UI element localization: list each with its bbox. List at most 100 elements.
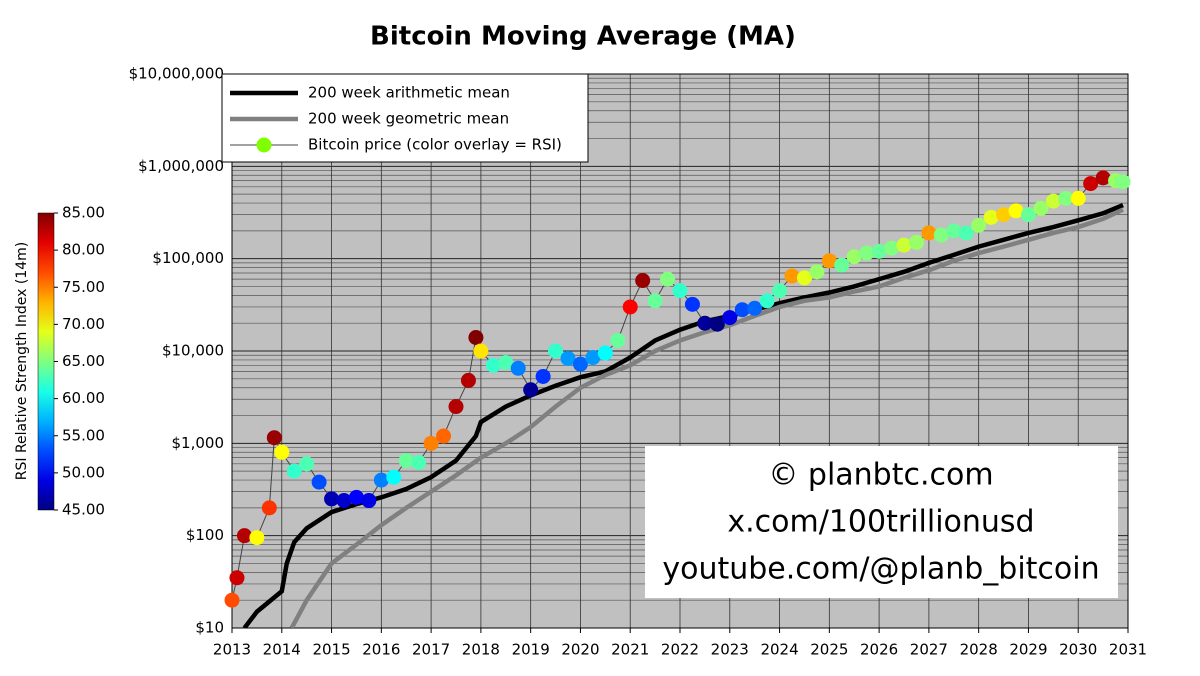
price-point <box>809 264 825 280</box>
colorbar <box>37 212 55 511</box>
colorbar-tick-label: 55.00 <box>62 426 105 444</box>
x-tick-label: 2022 <box>661 641 699 659</box>
price-point <box>572 356 588 372</box>
x-tick-label: 2031 <box>1109 641 1147 659</box>
colorbar-tick-label: 65.00 <box>62 352 105 370</box>
price-point <box>597 345 613 361</box>
price-point <box>1070 190 1086 206</box>
x-tick-label: 2028 <box>960 641 998 659</box>
y-tick-label: $100 <box>186 526 224 544</box>
price-point <box>908 234 924 250</box>
price-point <box>585 350 601 366</box>
x-tick-label: 2020 <box>561 641 599 659</box>
price-point <box>386 469 402 485</box>
x-tick-label: 2016 <box>362 641 400 659</box>
price-point <box>684 296 700 312</box>
colorbar-tick-label: 50.00 <box>62 463 105 481</box>
x-tick-label: 2014 <box>263 641 301 659</box>
x-tick-label: 2019 <box>512 641 550 659</box>
price-point <box>933 227 949 243</box>
annotation: © planbtc.com <box>768 458 993 493</box>
price-point <box>859 245 875 261</box>
price-point <box>485 357 501 373</box>
x-tick-label: 2029 <box>1009 641 1047 659</box>
price-point <box>224 592 240 608</box>
legend-label: 200 week geometric mean <box>308 110 509 128</box>
price-point <box>473 343 489 359</box>
x-tick-label: 2024 <box>760 641 798 659</box>
price-point <box>460 372 476 388</box>
price-point <box>398 453 414 469</box>
price-point <box>821 253 837 269</box>
plot-frame <box>231 73 1129 629</box>
price-point <box>249 530 265 546</box>
price-point <box>884 240 900 256</box>
price-point <box>610 332 626 348</box>
price-point <box>734 302 750 318</box>
y-tick-label: $10,000 <box>162 342 224 360</box>
price-point <box>229 570 245 586</box>
x-tick-label: 2030 <box>1059 641 1097 659</box>
price-point <box>498 355 514 371</box>
price-point <box>846 249 862 265</box>
x-tick-label: 2026 <box>860 641 898 659</box>
price-point <box>759 293 775 309</box>
x-tick-label: 2027 <box>910 641 948 659</box>
price-point <box>274 444 290 460</box>
price-point <box>672 283 688 299</box>
price-point <box>1033 200 1049 216</box>
price-point <box>535 368 551 384</box>
x-tick-label: 2015 <box>312 641 350 659</box>
y-tick-label: $1,000 <box>172 434 225 452</box>
chart-title: Bitcoin Moving Average (MA) <box>370 22 796 52</box>
mean-line <box>242 203 1124 628</box>
price-point <box>560 350 576 366</box>
y-tick-label: $10,000,000 <box>129 65 224 83</box>
price-point <box>635 273 651 289</box>
price-point <box>946 223 962 239</box>
price-point <box>423 435 439 451</box>
y-tick-label: $100,000 <box>152 249 224 267</box>
annotation: x.com/100trillionusd <box>727 505 1034 540</box>
price-point <box>983 209 999 225</box>
price-point <box>361 493 377 509</box>
x-tick-label: 2021 <box>611 641 649 659</box>
price-point <box>622 299 638 315</box>
colorbar-tick-label: 60.00 <box>62 389 105 407</box>
price-point <box>548 343 564 359</box>
price-point <box>1058 190 1074 206</box>
price-point <box>510 360 526 376</box>
legend-label: Bitcoin price (color overlay = RSI) <box>308 136 562 154</box>
annotation-box <box>645 446 1118 598</box>
price-point <box>1095 170 1111 186</box>
price-point <box>1008 203 1024 219</box>
price-point <box>921 225 937 241</box>
price-point <box>448 399 464 415</box>
price-point <box>896 237 912 253</box>
price-point <box>647 293 663 309</box>
price-point <box>236 528 252 544</box>
price-point <box>468 330 484 346</box>
price-point <box>336 493 352 509</box>
price-point <box>324 491 340 507</box>
colorbar-tick-label: 80.00 <box>62 241 105 259</box>
legend-swatch <box>256 137 272 153</box>
x-tick-label: 2018 <box>462 641 500 659</box>
x-tick-label: 2023 <box>711 641 749 659</box>
price-point <box>958 225 974 241</box>
price-point <box>1115 174 1131 190</box>
price-point <box>996 207 1012 223</box>
legend-label: 200 week arithmetic mean <box>308 84 510 102</box>
price-point <box>709 316 725 332</box>
price-point <box>660 271 676 287</box>
colorbar-label: RSI Relative Strength Index (14m) <box>14 242 30 480</box>
price-point <box>311 474 327 490</box>
annotation: youtube.com/@planb_bitcoin <box>662 552 1099 587</box>
price-point <box>436 428 452 444</box>
price-point <box>348 489 364 505</box>
price-point <box>971 217 987 233</box>
y-tick-label: $1,000,000 <box>138 157 224 175</box>
price-point <box>299 456 315 472</box>
price-point <box>1045 193 1061 209</box>
price-point <box>871 243 887 259</box>
